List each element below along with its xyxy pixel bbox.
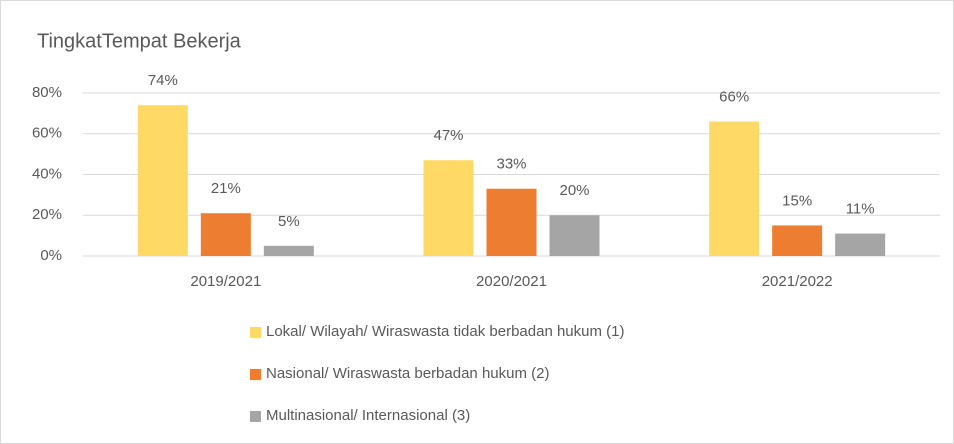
x-tick-label: 2021/2022 — [762, 273, 833, 290]
bar — [263, 245, 314, 256]
legend-label: Lokal/ Wilayah/ Wiraswasta tidak berbada… — [266, 323, 625, 340]
bar — [549, 215, 600, 256]
legend-swatch — [250, 411, 261, 422]
y-tick-label: 20% — [32, 206, 62, 223]
data-label: 15% — [782, 192, 812, 209]
data-label: 74% — [148, 72, 178, 89]
x-tick-label: 2019/2021 — [190, 273, 261, 290]
data-label: 47% — [433, 127, 463, 144]
bar — [200, 213, 251, 256]
data-label: 33% — [496, 156, 526, 173]
legend-label: Multinasional/ Internasional (3) — [266, 407, 470, 424]
y-tick-label: 80% — [32, 84, 62, 101]
data-label: 66% — [719, 88, 749, 105]
data-label: 11% — [846, 201, 875, 218]
chart-title: TingkatTempat Bekerja — [37, 30, 242, 52]
bar — [423, 160, 474, 256]
bar — [772, 225, 823, 256]
data-label: 21% — [211, 180, 241, 197]
data-label: 20% — [559, 182, 589, 199]
bar — [137, 105, 188, 256]
x-tick-label: 2020/2021 — [476, 273, 547, 290]
legend-swatch — [250, 369, 261, 380]
y-tick-label: 0% — [40, 247, 62, 264]
bar — [486, 188, 537, 256]
legend-label: Nasional/ Wiraswasta berbadan hukum (2) — [266, 365, 549, 382]
bar — [709, 121, 760, 257]
y-tick-label: 40% — [32, 165, 62, 182]
y-tick-label: 60% — [32, 125, 62, 142]
bar — [835, 233, 886, 256]
data-label: 5% — [278, 213, 300, 230]
legend-swatch — [250, 327, 261, 338]
